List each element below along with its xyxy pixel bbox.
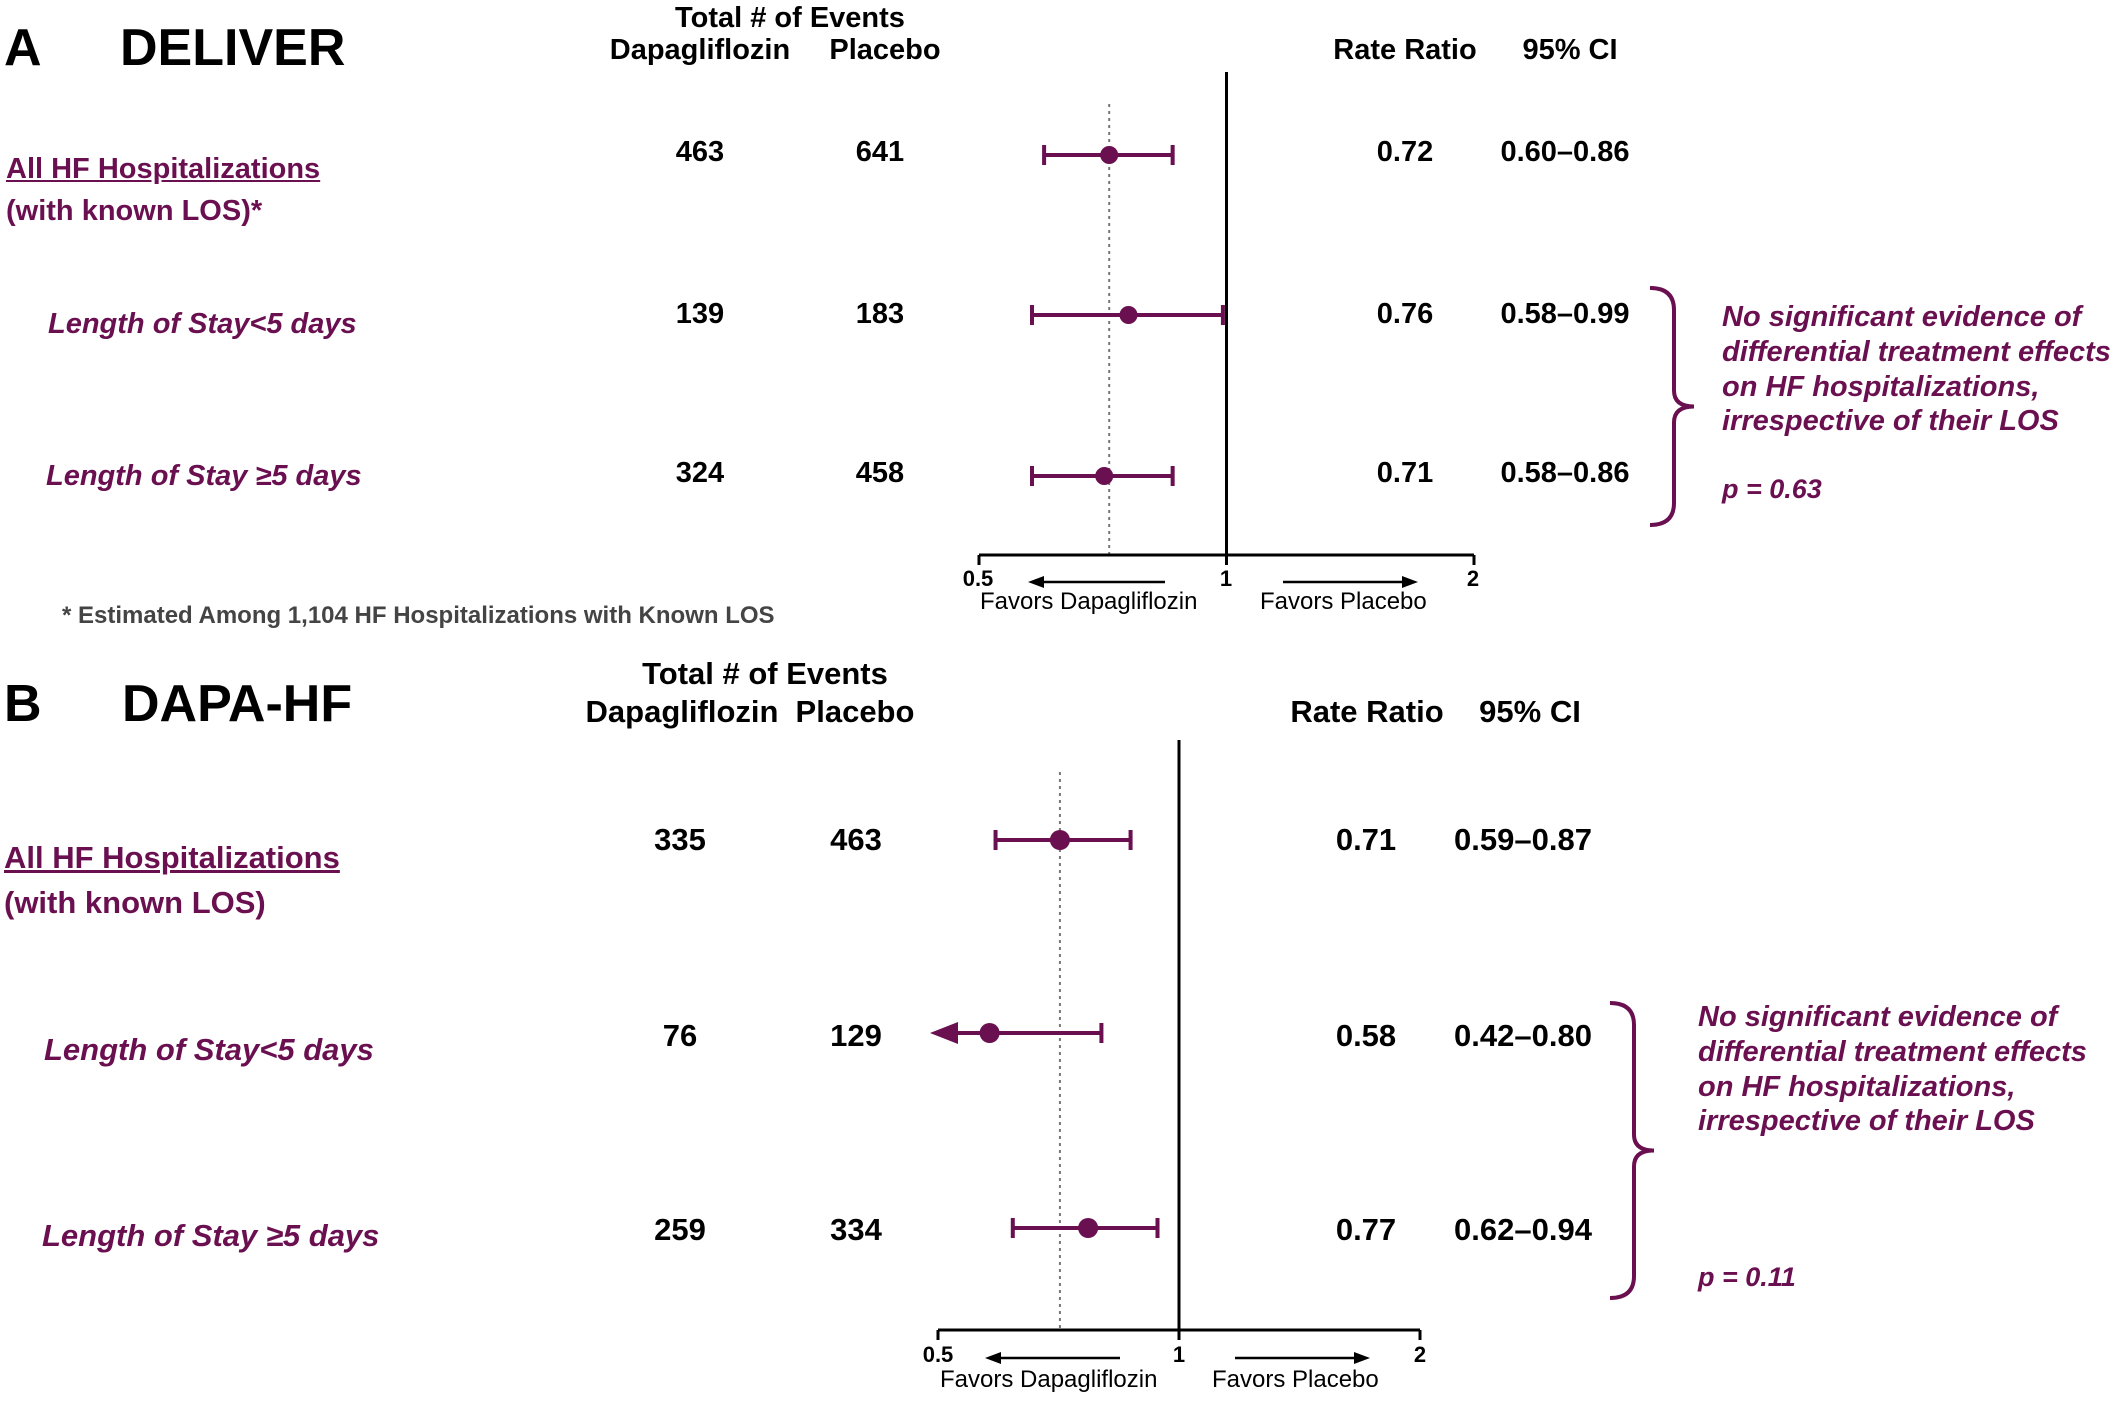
header-ci-a: 95% CI bbox=[1522, 34, 1618, 66]
header-dapa-a: Dapagliflozin bbox=[609, 34, 791, 66]
cell-ci-a-2: 0.58–0.86 bbox=[1500, 457, 1630, 489]
point-estimate-0 bbox=[1049, 830, 1070, 850]
cell-ratio-b-0: 0.71 bbox=[1335, 822, 1397, 857]
ci-truncation-arrow-1 bbox=[930, 1022, 958, 1044]
header-group-a: Total # of Events bbox=[675, 2, 905, 34]
row-label-a-0-line2: (with known LOS)* bbox=[6, 195, 263, 228]
row-label-b-1: Length of Stay<5 days bbox=[44, 1032, 374, 1067]
header-dapa-b: Dapagliflozin bbox=[585, 694, 779, 729]
favors-left-arrow-head bbox=[985, 1352, 1001, 1364]
favors-right-b: Favors Placebo bbox=[1212, 1366, 1379, 1393]
cell-ci-a-0: 0.60–0.86 bbox=[1500, 136, 1630, 168]
cell-placebo-b-1: 129 bbox=[830, 1018, 882, 1053]
favors-left-b: Favors Dapagliflozin bbox=[940, 1366, 1158, 1393]
header-ratio-a: Rate Ratio bbox=[1333, 34, 1477, 66]
cell-ci-b-2: 0.62–0.94 bbox=[1454, 1212, 1592, 1247]
row-label-b-0: All HF Hospitalizations (with known LOS) bbox=[4, 836, 340, 926]
row-label-a-0-line1: All HF Hospitalizations bbox=[6, 153, 321, 185]
point-estimate-2 bbox=[1078, 1218, 1099, 1238]
tick-label-a-2: 2 bbox=[1466, 566, 1480, 591]
tick-label-b-2: 2 bbox=[1413, 1342, 1427, 1367]
cell-ci-a-1: 0.58–0.99 bbox=[1500, 298, 1630, 330]
trial-name-b: DAPA-HF bbox=[122, 675, 353, 733]
cell-dapa-b-2: 259 bbox=[654, 1212, 706, 1247]
cell-dapa-a-2: 324 bbox=[675, 457, 725, 489]
annotation-a: No significant evidence of differential … bbox=[1722, 301, 2111, 438]
header-ci-b: 95% CI bbox=[1479, 694, 1581, 729]
point-estimate-0 bbox=[1100, 146, 1119, 164]
cell-placebo-a-0: 641 bbox=[855, 136, 905, 168]
cell-ratio-b-2: 0.77 bbox=[1335, 1212, 1397, 1247]
tick-label-a-0: 0.5 bbox=[962, 566, 994, 591]
favors-right-arrow-head bbox=[1354, 1352, 1370, 1364]
curly-brace bbox=[1609, 1001, 1655, 1300]
cell-dapa-a-1: 139 bbox=[675, 298, 725, 330]
tick-label-b-1: 1 bbox=[1172, 1342, 1186, 1367]
cell-ratio-b-1: 0.58 bbox=[1335, 1018, 1397, 1053]
row-label-b-0-line1: All HF Hospitalizations bbox=[4, 840, 340, 875]
header-placebo-b: Placebo bbox=[795, 694, 915, 729]
row-label-b-0-line2: (with known LOS) bbox=[4, 884, 266, 920]
row-label-b-2: Length of Stay ≥5 days bbox=[42, 1218, 380, 1253]
annotation-b: No significant evidence of differential … bbox=[1698, 1001, 2087, 1138]
row-label-a-2: Length of Stay ≥5 days bbox=[46, 460, 362, 492]
trial-name-a: DELIVER bbox=[120, 19, 346, 77]
cell-ratio-a-1: 0.76 bbox=[1376, 298, 1434, 330]
p-value-a: p = 0.63 bbox=[1722, 474, 1822, 504]
cell-ci-b-1: 0.42–0.80 bbox=[1454, 1018, 1592, 1053]
cell-placebo-b-2: 334 bbox=[830, 1212, 882, 1247]
point-estimate-2 bbox=[1095, 467, 1114, 485]
cell-placebo-a-1: 183 bbox=[855, 298, 905, 330]
footnote-a: * Estimated Among 1,104 HF Hospitalizati… bbox=[62, 602, 775, 629]
cell-ci-b-0: 0.59–0.87 bbox=[1454, 822, 1592, 857]
point-estimate-1 bbox=[979, 1023, 1000, 1043]
panel-letter-b: B bbox=[4, 675, 42, 733]
row-label-a-0: All HF Hospitalizations (with known LOS)… bbox=[6, 148, 320, 232]
favors-left-arrow-head bbox=[1028, 576, 1044, 588]
row-label-a-1: Length of Stay<5 days bbox=[48, 308, 357, 340]
cell-ratio-a-2: 0.71 bbox=[1376, 457, 1434, 489]
tick-label-b-0: 0.5 bbox=[922, 1342, 954, 1367]
curly-brace bbox=[1649, 286, 1695, 527]
cell-placebo-a-2: 458 bbox=[855, 457, 905, 489]
favors-right-a: Favors Placebo bbox=[1260, 588, 1427, 615]
cell-dapa-b-1: 76 bbox=[662, 1018, 698, 1053]
p-value-b: p = 0.11 bbox=[1698, 1262, 1796, 1292]
tick-label-a-1: 1 bbox=[1219, 566, 1233, 591]
header-placebo-a: Placebo bbox=[829, 34, 941, 66]
header-group-b: Total # of Events bbox=[642, 656, 888, 691]
cell-dapa-b-0: 335 bbox=[654, 822, 706, 857]
favors-right-arrow-head bbox=[1402, 576, 1418, 588]
favors-left-a: Favors Dapagliflozin bbox=[980, 588, 1198, 615]
cell-dapa-a-0: 463 bbox=[675, 136, 725, 168]
header-ratio-b: Rate Ratio bbox=[1290, 694, 1444, 729]
cell-placebo-b-0: 463 bbox=[830, 822, 882, 857]
point-estimate-1 bbox=[1119, 306, 1138, 324]
panel-letter-a: A bbox=[4, 19, 42, 77]
cell-ratio-a-0: 0.72 bbox=[1376, 136, 1434, 168]
